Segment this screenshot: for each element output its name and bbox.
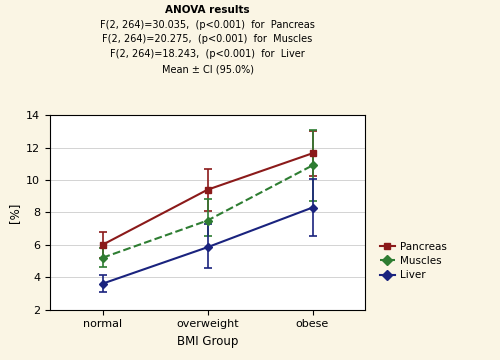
Text: F(2, 264)=20.275,  (p<0.001)  for  Muscles: F(2, 264)=20.275, (p<0.001) for Muscles <box>102 34 312 44</box>
Text: F(2, 264)=30.035,  (p<0.001)  for  Pancreas: F(2, 264)=30.035, (p<0.001) for Pancreas <box>100 20 315 30</box>
Text: F(2, 264)=18.243,  (p<0.001)  for  Liver: F(2, 264)=18.243, (p<0.001) for Liver <box>110 49 305 59</box>
X-axis label: BMI Group: BMI Group <box>177 335 238 348</box>
Legend: Pancreas, Muscles, Liver: Pancreas, Muscles, Liver <box>376 239 450 283</box>
Text: ANOVA results: ANOVA results <box>165 5 250 15</box>
Y-axis label: [%]: [%] <box>8 202 20 222</box>
Text: Mean ± CI (95.0%): Mean ± CI (95.0%) <box>162 65 254 75</box>
